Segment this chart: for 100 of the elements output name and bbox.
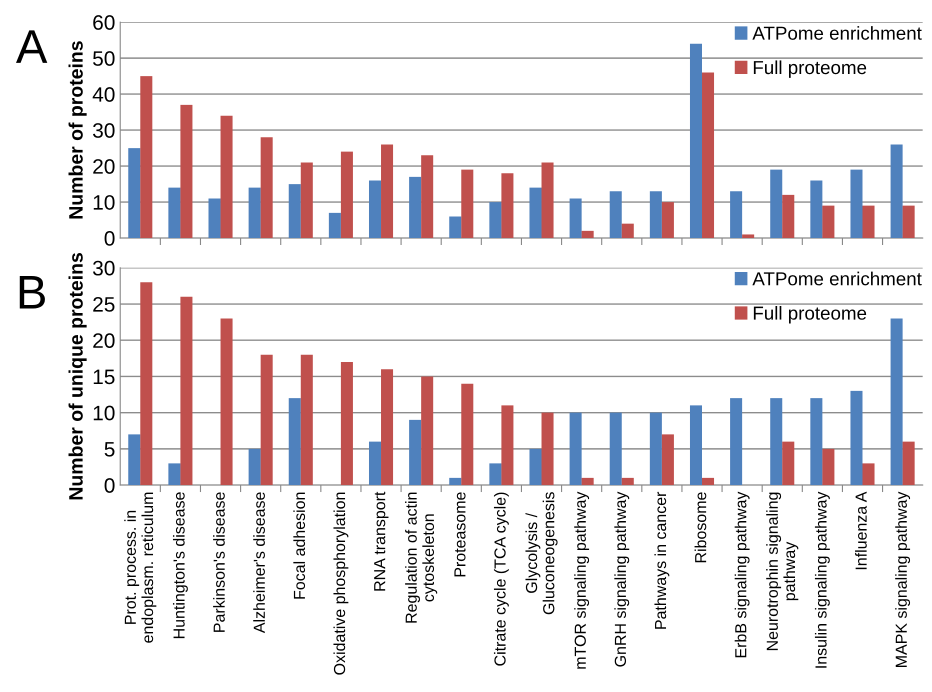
x-tick-label: Glycolysis / Gluconeogenesis: [525, 492, 558, 614]
x-tick-label: Ribosome: [694, 492, 706, 562]
bar: [862, 463, 875, 486]
bar: [128, 148, 140, 238]
bar: [742, 234, 754, 238]
x-tick-label: mTOR signaling pathway: [574, 492, 590, 669]
legend-label: ATPome enrichment: [752, 272, 922, 286]
x-tick-label: GnRH signaling pathway: [614, 492, 630, 667]
bar: [501, 173, 514, 238]
x-tick-label: Prot. process. in endoplasm. reticulum: [124, 492, 156, 643]
bar: [782, 442, 794, 486]
y-tick-label: 10: [94, 195, 115, 210]
y-tick-label: 60: [93, 15, 115, 30]
bar: [208, 198, 221, 238]
y-tick-label: 25: [93, 297, 114, 312]
y-axis-title: Number of unique proteins: [68, 253, 87, 500]
bar: [220, 116, 233, 238]
bar: [770, 398, 782, 486]
bar: [288, 398, 301, 486]
legend-label: ATPome enrichment: [752, 26, 922, 40]
bar: [300, 354, 313, 486]
legend-label: Full proteome: [754, 60, 866, 78]
bar: [902, 206, 915, 238]
bar: [501, 405, 514, 486]
y-tick-label: 0: [104, 231, 115, 246]
bar: [770, 170, 782, 238]
y-tick-label: 15: [94, 370, 114, 384]
bar: [690, 405, 702, 486]
bar: [582, 230, 594, 238]
bar: [409, 420, 422, 486]
bar: [890, 318, 903, 486]
bar: [662, 434, 674, 486]
y-tick-label: 30: [92, 260, 115, 276]
y-tick-label: 50: [93, 51, 115, 66]
bar: [850, 390, 862, 486]
bar: [542, 412, 554, 486]
y-axis-title: Number of proteins: [68, 41, 87, 218]
bar: [409, 176, 422, 238]
y-tick-label: 20: [93, 159, 115, 174]
text: B: [20, 276, 45, 309]
bar: [810, 180, 822, 238]
bar: [300, 162, 313, 238]
y-tick-label: 10: [94, 406, 115, 420]
bar: [248, 448, 261, 486]
x-tick-label: Citrate cycle (TCA cycle): [494, 492, 509, 666]
bar: [168, 463, 180, 486]
bar: [140, 76, 152, 238]
x-tick-label: MAPK signaling pathway: [895, 492, 910, 667]
bar: [782, 194, 794, 238]
bar: [449, 216, 462, 238]
bar: [529, 188, 542, 238]
bar: [902, 442, 915, 486]
bar: [340, 362, 353, 486]
bar: [529, 448, 542, 486]
x-tick-label: Neurotrophin signaling pathway: [766, 492, 798, 650]
x-tick-label: Parkinson's disease: [213, 492, 225, 632]
bar: [180, 104, 192, 238]
bar: [368, 180, 382, 238]
bar: [248, 188, 261, 238]
x-tick-label: Alzheimer's disease: [253, 492, 265, 634]
x-tick-label: Focal adhesion: [293, 492, 306, 599]
bar: [702, 478, 714, 486]
bar: [582, 478, 594, 486]
bar: [822, 448, 834, 486]
bar: [260, 354, 273, 486]
bar: [461, 384, 474, 486]
bar: [570, 198, 582, 238]
bar: [822, 206, 834, 238]
bar: [650, 412, 662, 486]
bar: [690, 44, 702, 238]
bar: [421, 155, 434, 238]
bar: [421, 376, 434, 486]
bar: [180, 296, 192, 486]
x-tick-label: Proteasome: [454, 492, 466, 576]
bar: [168, 188, 180, 238]
bar: [622, 224, 634, 238]
bar: [461, 170, 474, 238]
bar: [730, 398, 742, 486]
x-tick-label: Influenza A: [855, 492, 867, 570]
bar: [328, 212, 341, 238]
bar: [489, 463, 502, 486]
bar: [622, 478, 634, 486]
bar: [662, 202, 674, 238]
bar: [381, 369, 394, 486]
bar: [368, 442, 382, 486]
x-tick-label: Huntington's disease: [172, 492, 188, 638]
text: A: [16, 30, 48, 63]
bar: [702, 72, 714, 238]
bar: [650, 191, 662, 238]
bar: [340, 152, 353, 238]
y-tick-label: 0: [104, 478, 115, 493]
bar: [128, 434, 140, 486]
bar: [570, 412, 582, 486]
bar: [890, 144, 903, 238]
x-tick-label: RNA transport: [374, 492, 388, 591]
bar: [730, 191, 742, 238]
bar: [260, 137, 273, 238]
x-tick-label: Regulation of actin cytoskeleton: [405, 492, 438, 623]
bar: [810, 398, 822, 486]
bar: [862, 206, 875, 238]
